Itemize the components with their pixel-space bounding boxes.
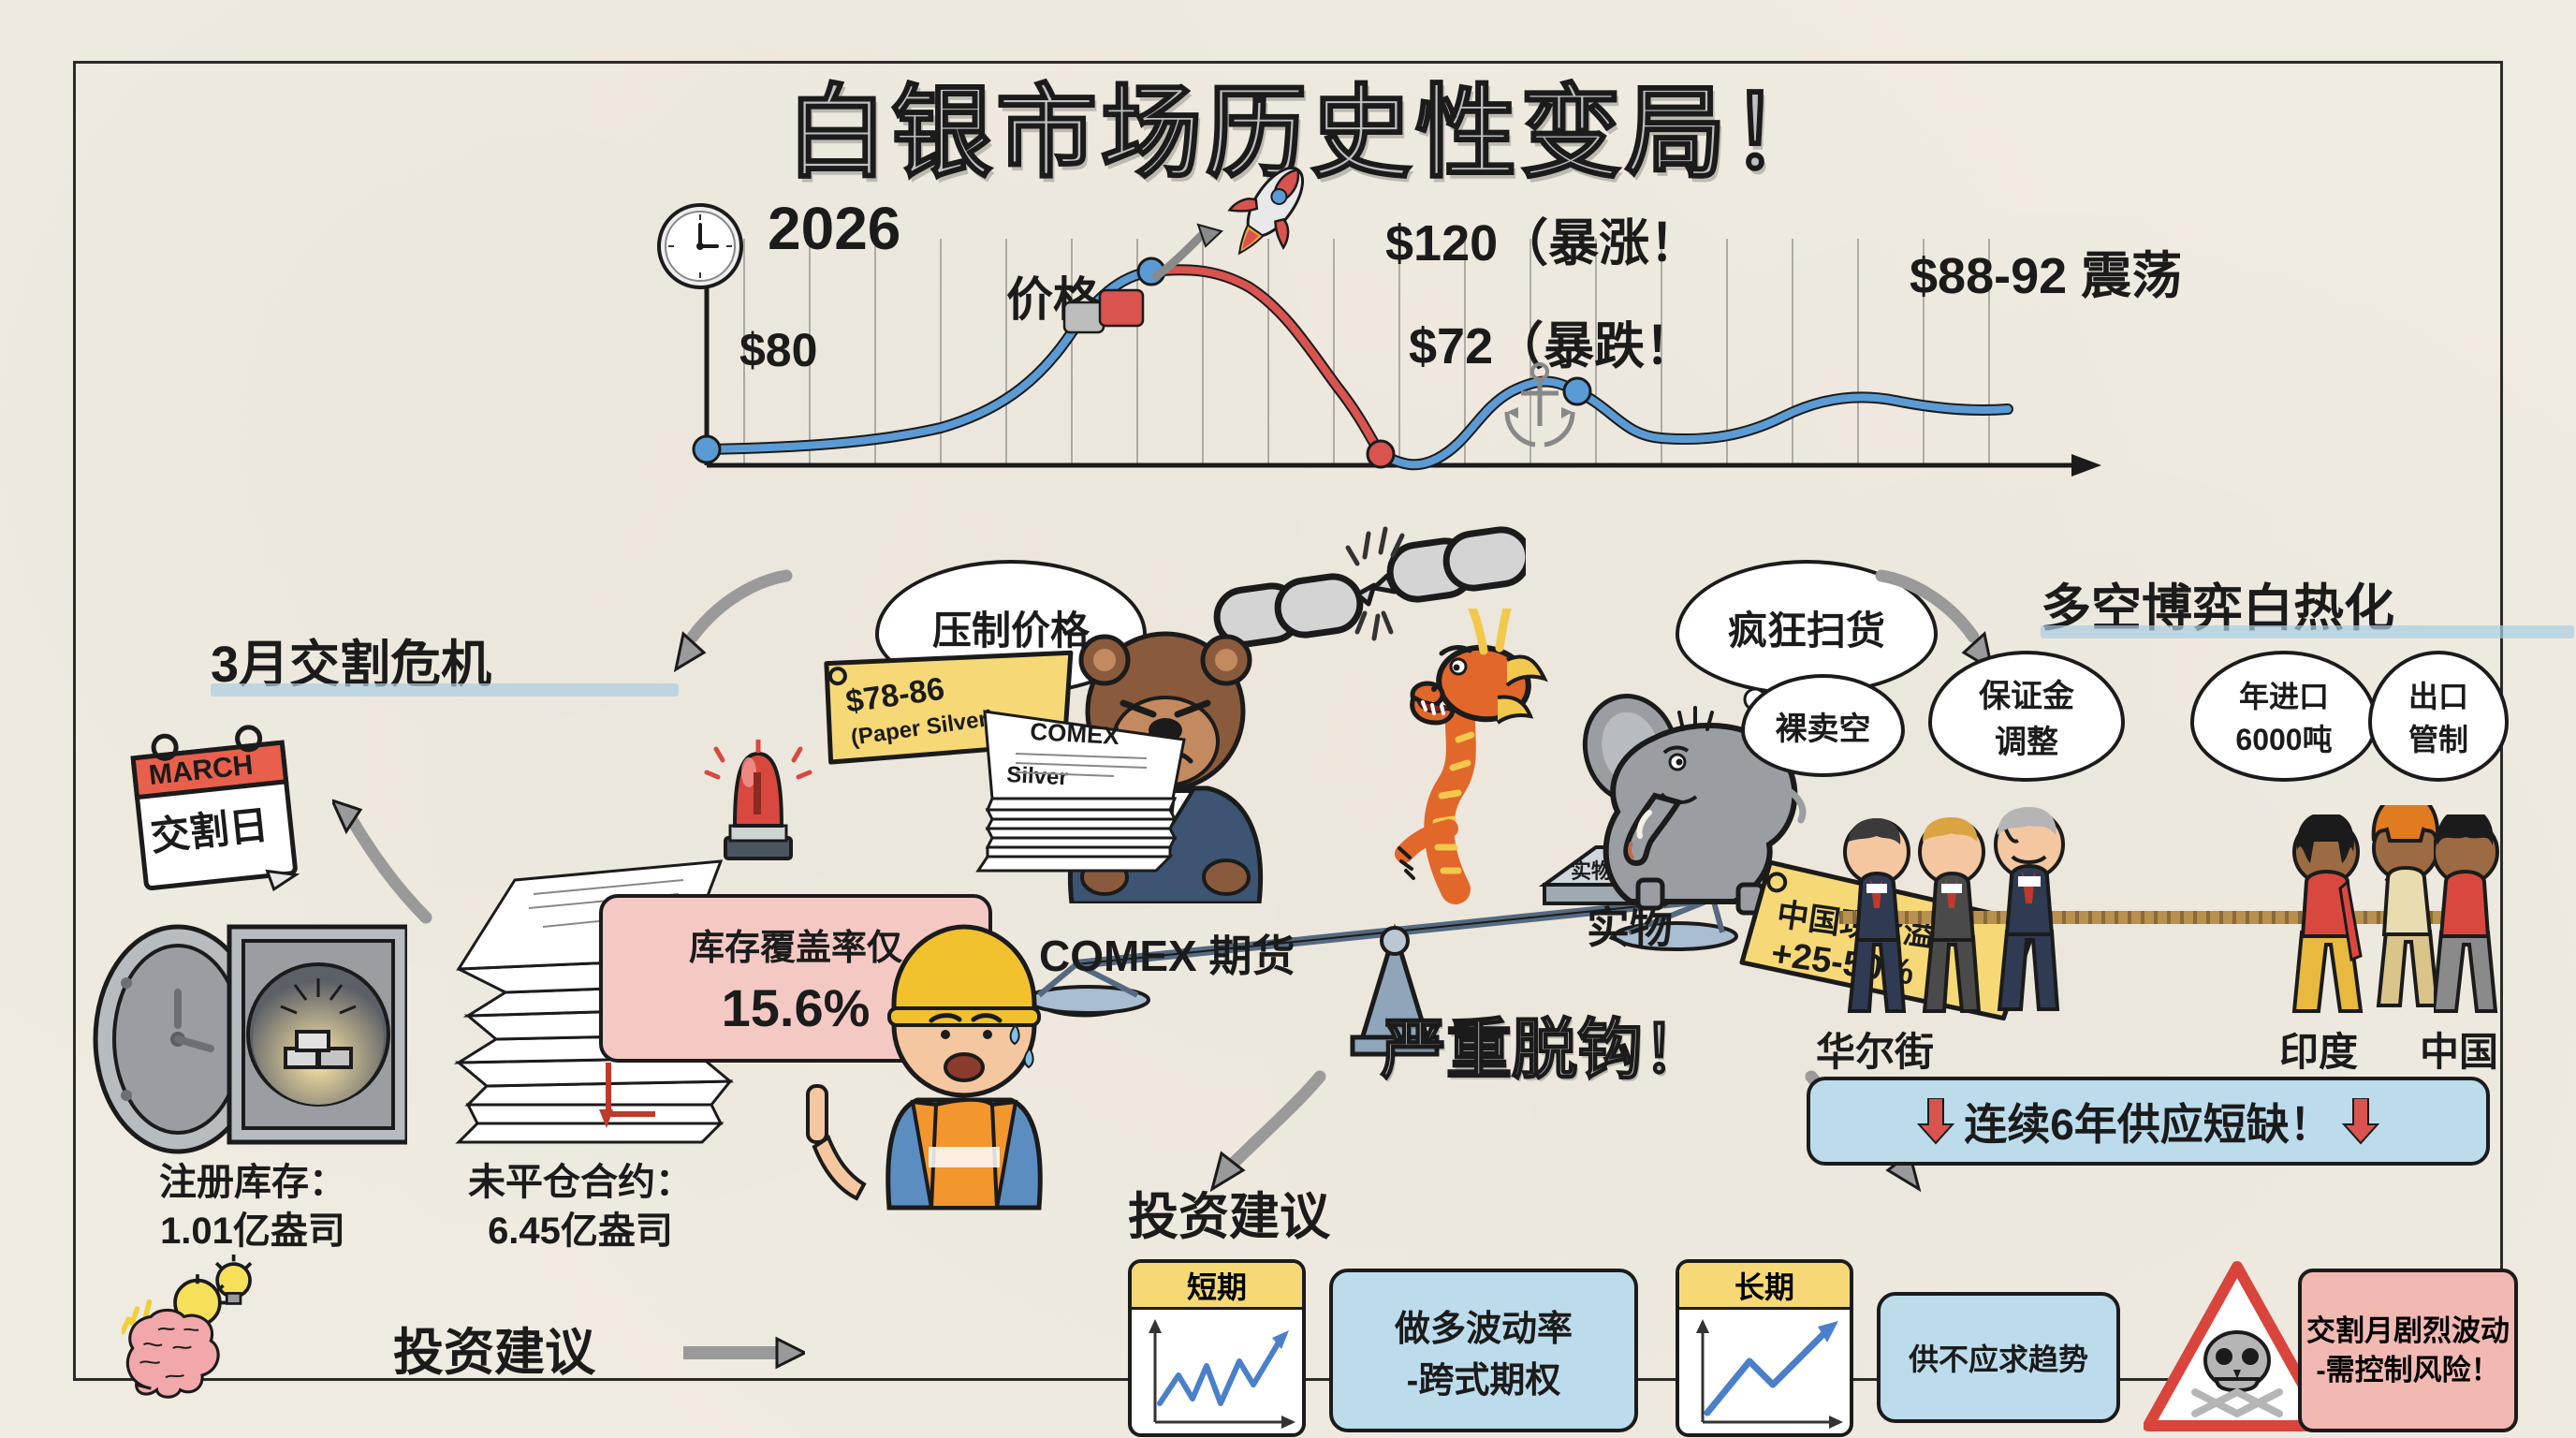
svg-text:Silver: Silver: [1006, 762, 1069, 790]
svg-text:COMEX: COMEX: [1030, 717, 1120, 750]
